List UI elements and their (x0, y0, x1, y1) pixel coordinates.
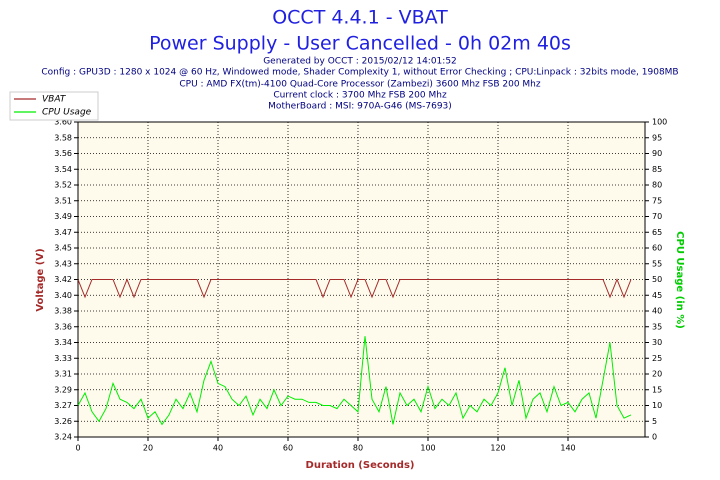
y-tick-label: 3.38 (54, 307, 72, 316)
y2-tick-label: 35 (652, 322, 662, 331)
y2-tick-label: 60 (652, 244, 662, 253)
y-tick-label: 3.54 (54, 165, 72, 174)
y2-tick-label: 80 (652, 181, 662, 190)
info-line: Config : GPU3D : 1280 x 1024 @ 60 Hz, Wi… (41, 68, 678, 78)
y2-tick-label: 55 (652, 259, 662, 268)
y2-tick-label: 45 (652, 291, 662, 300)
info-line: CPU : AMD FX(tm)-4100 Quad-Core Processo… (179, 80, 541, 90)
y2-tick-label: 75 (652, 196, 662, 205)
y-tick-label: 3.49 (54, 212, 72, 221)
y2-tick-label: 70 (652, 212, 662, 221)
x-tick-label: 140 (560, 444, 575, 453)
y2-tick-label: 25 (652, 354, 662, 363)
y-tick-label: 3.52 (54, 181, 72, 190)
legend-label: CPU Usage (42, 108, 92, 118)
x-tick-label: 20 (143, 444, 153, 453)
y2-tick-label: 65 (652, 228, 662, 237)
y2-tick-label: 50 (652, 275, 662, 284)
legend-label: VBAT (42, 95, 67, 105)
y-tick-label: 3.45 (54, 244, 72, 253)
y2-tick-label: 0 (652, 433, 657, 442)
x-tick-label: 80 (353, 444, 363, 453)
x-tick-label: 120 (490, 444, 505, 453)
y2-axis-label: CPU Usage (in %) (674, 231, 685, 329)
x-tick-label: 100 (420, 444, 435, 453)
chart-title: OCCT 4.4.1 - VBAT (272, 7, 448, 29)
legend-box (9, 91, 99, 121)
x-tick-label: 40 (213, 444, 223, 453)
x-tick-label: 60 (283, 444, 293, 453)
y2-tick-label: 100 (652, 118, 667, 127)
y-tick-label: 3.27 (54, 401, 72, 410)
y-tick-label: 3.58 (54, 133, 72, 142)
y2-tick-label: 90 (652, 149, 662, 158)
info-line: Generated by OCCT : 2015/02/12 14:01:52 (263, 57, 457, 67)
chart-subtitle: Power Supply - User Cancelled - 0h 02m 4… (149, 33, 571, 55)
y-tick-label: 3.36 (54, 322, 72, 331)
y-tick-label: 3.29 (54, 385, 72, 394)
y-axis-label: Voltage (V) (35, 248, 46, 311)
y2-tick-label: 40 (652, 307, 662, 316)
series-line (77, 336, 632, 426)
y2-tick-label: 30 (652, 338, 662, 347)
y-tick-label: 3.31 (54, 370, 72, 379)
y2-tick-label: 85 (652, 165, 662, 174)
x-tick-label: 0 (75, 444, 80, 453)
y-tick-label: 3.24 (54, 433, 72, 442)
y-tick-label: 3.42 (54, 275, 72, 284)
y2-tick-label: 15 (652, 385, 662, 394)
y-tick-label: 3.43 (54, 259, 72, 268)
y-tick-label: 3.47 (54, 228, 72, 237)
y2-tick-label: 95 (652, 133, 662, 142)
y-tick-label: 3.60 (54, 118, 72, 127)
x-axis-label: Duration (Seconds) (306, 460, 415, 471)
y2-tick-label: 20 (652, 370, 662, 379)
y2-tick-label: 10 (652, 401, 662, 410)
y-tick-label: 3.40 (54, 291, 72, 300)
info-line: Current clock : 3700 Mhz FSB 200 Mhz (273, 91, 447, 101)
y-tick-label: 3.26 (54, 417, 72, 426)
y-tick-label: 3.33 (54, 354, 72, 363)
info-line: MotherBoard : MSI: 970A-G46 (MS-7693) (268, 102, 452, 112)
y2-tick-label: 5 (652, 417, 657, 426)
y-tick-label: 3.34 (54, 338, 72, 347)
y-tick-label: 3.51 (54, 196, 72, 205)
series-line (77, 278, 632, 299)
y-tick-label: 3.56 (54, 149, 72, 158)
